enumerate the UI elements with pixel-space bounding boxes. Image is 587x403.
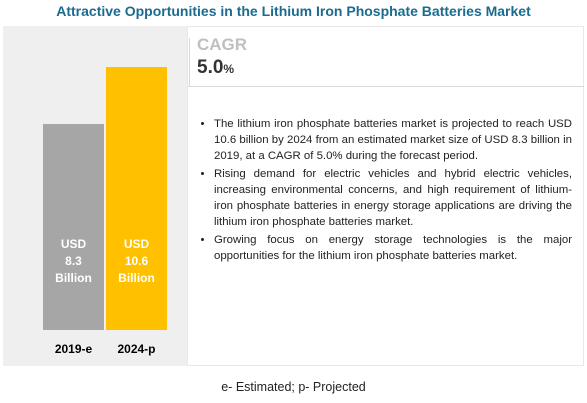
bar-value-label: USD 10.6 Billion [118,237,155,285]
cagr-label: CAGR [197,35,248,54]
cagr-unit: % [223,62,235,76]
bullet-item: Rising demand for electric vehicles and … [214,166,572,230]
cagr-number: 5.0 [197,57,224,78]
bullet-list: The lithium iron phosphate batteries mar… [200,116,572,266]
x-tick-label: 2024-p [117,342,156,356]
x-tick-label: 2019-e [54,342,93,356]
footnote: e- Estimated; p- Projected [221,380,366,394]
divider [188,86,584,87]
text-panel [187,26,584,366]
cagr-value: 5.0% [197,57,234,79]
chart-title: Attractive Opportunities in the Lithium … [56,3,531,19]
bullet-item: The lithium iron phosphate batteries mar… [214,116,572,164]
bar-value-label: USD 8.3 Billion [55,237,92,285]
bullet-item: Growing focus on energy storage technolo… [214,232,572,264]
bar [106,67,167,330]
divider [189,38,190,86]
bar [43,124,104,330]
